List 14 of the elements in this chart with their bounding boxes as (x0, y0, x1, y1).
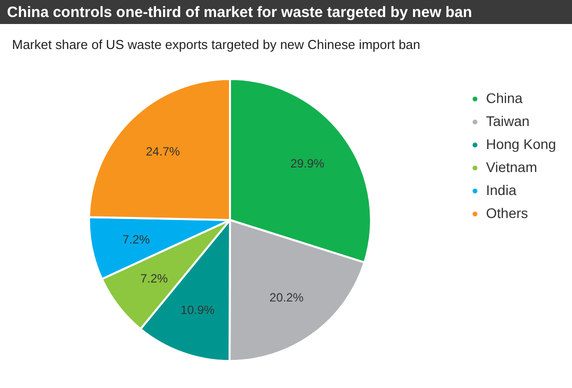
data-label: 20.2% (270, 290, 304, 304)
data-label: 10.9% (180, 303, 215, 318)
legend-label: China (486, 90, 523, 106)
legend-label: Vietnam (486, 159, 538, 175)
chart-title: China controls one-third of market for waste targeted by new ban (7, 4, 472, 21)
data-label: 29.9% (290, 156, 325, 170)
chart-subtitle: Market share of US waste exports targeted by new Chinese import ban (12, 37, 420, 52)
legend-label: Hong Kong (486, 136, 556, 152)
data-label: 7.2% (140, 272, 168, 286)
data-label: 24.7% (146, 144, 180, 159)
data-label: 7.2% (122, 232, 150, 247)
legend-label: Taiwan (486, 113, 530, 129)
legend-label: India (486, 182, 517, 198)
legend-label: Others (486, 205, 528, 221)
